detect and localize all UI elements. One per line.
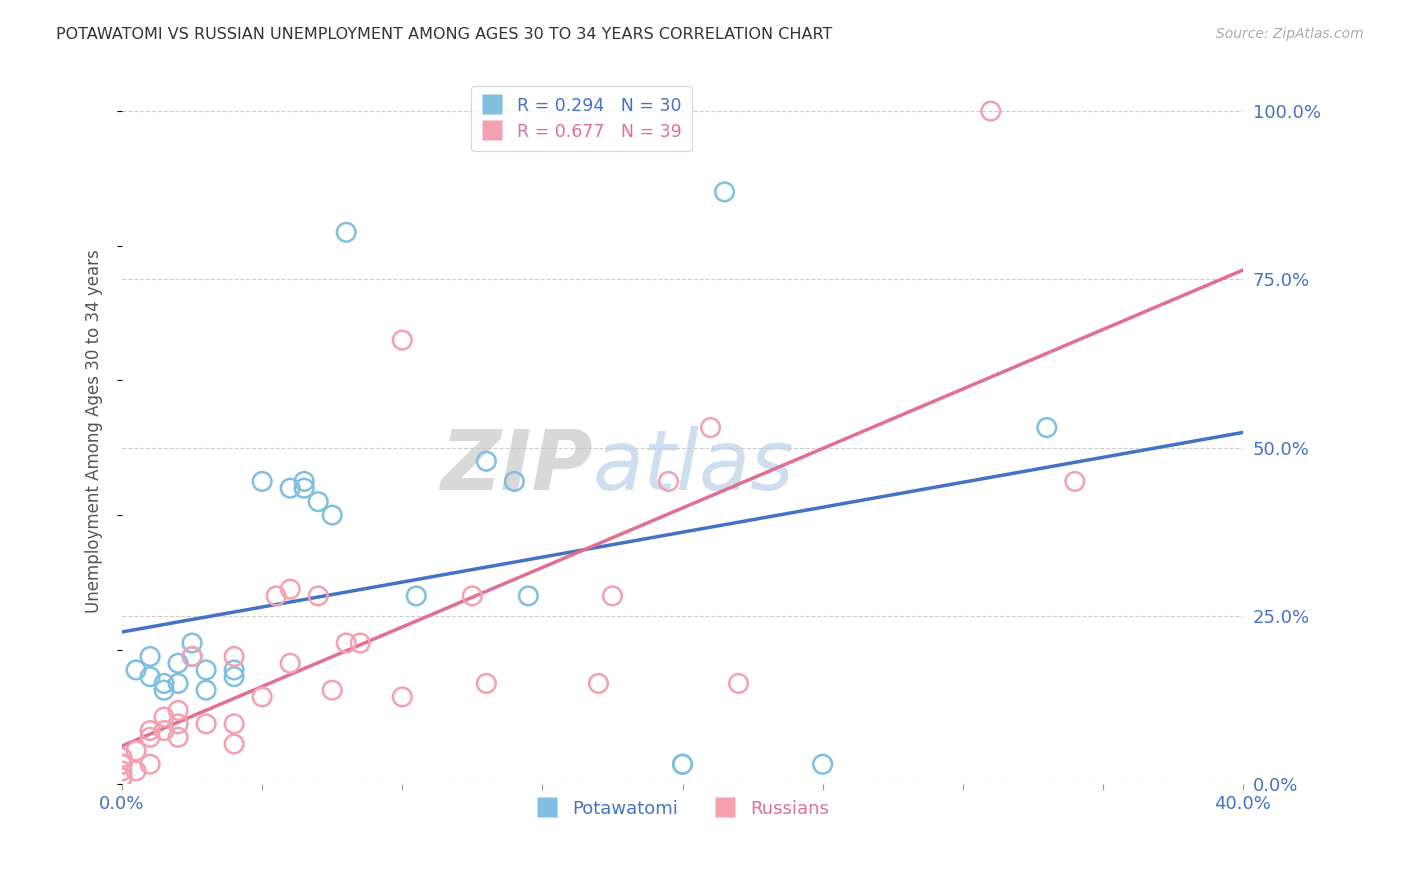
Point <box>125 663 148 677</box>
Point <box>321 683 343 698</box>
Point <box>181 649 204 664</box>
Point <box>139 757 162 772</box>
Point <box>181 636 204 650</box>
Point <box>224 716 246 731</box>
Point <box>139 670 162 684</box>
Point <box>224 737 246 751</box>
Point <box>167 676 190 690</box>
Text: atlas: atlas <box>593 425 794 507</box>
Text: Source: ZipAtlas.com: Source: ZipAtlas.com <box>1216 27 1364 41</box>
Point <box>153 676 176 690</box>
Point <box>657 475 679 489</box>
Point <box>349 636 371 650</box>
Point <box>321 508 343 522</box>
Legend: Potawatomi, Russians: Potawatomi, Russians <box>529 792 837 825</box>
Point <box>811 757 834 772</box>
Point <box>1063 475 1085 489</box>
Point <box>602 589 624 603</box>
Point <box>713 185 735 199</box>
Point <box>278 481 301 495</box>
Point <box>405 589 427 603</box>
Point <box>153 723 176 738</box>
Point <box>153 710 176 724</box>
Point <box>250 475 273 489</box>
Point <box>111 750 134 764</box>
Y-axis label: Unemployment Among Ages 30 to 34 years: Unemployment Among Ages 30 to 34 years <box>86 249 103 613</box>
Point <box>503 475 526 489</box>
Point <box>111 757 134 772</box>
Point <box>588 676 610 690</box>
Point <box>167 716 190 731</box>
Point <box>278 657 301 671</box>
Point <box>195 683 218 698</box>
Point <box>278 582 301 596</box>
Point <box>111 764 134 778</box>
Point <box>111 757 134 772</box>
Point <box>167 703 190 717</box>
Point <box>391 690 413 704</box>
Point <box>139 649 162 664</box>
Point <box>250 690 273 704</box>
Point <box>727 676 749 690</box>
Point <box>167 731 190 745</box>
Point <box>475 676 498 690</box>
Text: POTAWATOMI VS RUSSIAN UNEMPLOYMENT AMONG AGES 30 TO 34 YEARS CORRELATION CHART: POTAWATOMI VS RUSSIAN UNEMPLOYMENT AMONG… <box>56 27 832 42</box>
Point <box>195 663 218 677</box>
Point <box>671 757 693 772</box>
Point <box>195 716 218 731</box>
Point <box>111 771 134 785</box>
Point <box>181 649 204 664</box>
Point <box>475 454 498 468</box>
Point <box>307 494 329 508</box>
Point <box>125 764 148 778</box>
Point <box>1036 420 1059 434</box>
Point <box>461 589 484 603</box>
Point <box>264 589 287 603</box>
Point <box>224 649 246 664</box>
Point <box>307 589 329 603</box>
Point <box>671 757 693 772</box>
Point <box>111 771 134 785</box>
Point <box>292 481 315 495</box>
Point <box>125 744 148 758</box>
Point <box>139 731 162 745</box>
Point <box>224 670 246 684</box>
Point <box>699 420 721 434</box>
Text: ZIP: ZIP <box>440 425 593 507</box>
Point <box>335 636 357 650</box>
Point <box>139 723 162 738</box>
Point <box>335 225 357 239</box>
Point <box>517 589 540 603</box>
Point <box>292 475 315 489</box>
Point <box>224 663 246 677</box>
Point <box>391 333 413 347</box>
Point <box>167 657 190 671</box>
Point <box>153 683 176 698</box>
Point <box>980 104 1002 119</box>
